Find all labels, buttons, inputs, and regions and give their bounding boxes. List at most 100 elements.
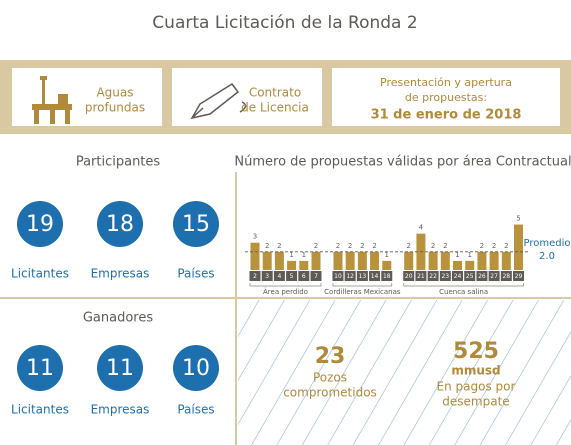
bar-label: 1 bbox=[455, 251, 459, 259]
bar bbox=[428, 251, 438, 270]
category-box bbox=[513, 271, 525, 281]
banner-text: de Licencia bbox=[241, 101, 309, 115]
category-box bbox=[249, 271, 261, 281]
stat-label: Licitantes bbox=[11, 403, 69, 417]
category-label: 25 bbox=[466, 273, 474, 280]
banner-text: Contrato bbox=[249, 86, 301, 100]
bar bbox=[440, 251, 450, 270]
stat-value: 18 bbox=[106, 212, 134, 237]
bar-label: 2 bbox=[372, 242, 376, 250]
category-label: 4 bbox=[277, 273, 281, 280]
stat-value: 10 bbox=[182, 356, 210, 381]
category-label: 13 bbox=[359, 273, 367, 280]
stat-circle bbox=[17, 345, 63, 391]
stat-circle bbox=[97, 345, 143, 391]
category-box bbox=[298, 271, 310, 281]
bar-label: 3 bbox=[253, 233, 257, 241]
category-box bbox=[464, 271, 476, 281]
result-unit: mmusd bbox=[451, 364, 500, 378]
average-label: Promedio bbox=[523, 238, 570, 249]
category-label: 2 bbox=[253, 273, 257, 280]
category-label: 28 bbox=[502, 273, 510, 280]
category-box bbox=[403, 271, 415, 281]
stat-value: 15 bbox=[182, 212, 210, 237]
bar-label: 2 bbox=[443, 242, 447, 250]
bar-label: 1 bbox=[467, 251, 471, 259]
category-box bbox=[286, 271, 298, 281]
category-label: 22 bbox=[429, 273, 437, 280]
category-box bbox=[310, 271, 322, 281]
bar bbox=[477, 251, 487, 270]
bar bbox=[262, 251, 272, 270]
bar-label: 2 bbox=[406, 242, 410, 250]
result-text: En pagos por bbox=[437, 380, 516, 394]
category-box bbox=[427, 271, 439, 281]
stat-value: 11 bbox=[106, 356, 134, 381]
bar bbox=[382, 260, 392, 270]
banner-text: de propuestas: bbox=[405, 91, 487, 104]
stat-circle bbox=[17, 201, 63, 247]
category-label: 14 bbox=[371, 273, 379, 280]
average-value: 2.0 bbox=[539, 251, 555, 262]
bar bbox=[311, 251, 321, 270]
stat-value: 11 bbox=[26, 356, 54, 381]
category-box bbox=[273, 271, 285, 281]
bar-label: 2 bbox=[336, 242, 340, 250]
category-box bbox=[356, 271, 368, 281]
bar-label: 5 bbox=[516, 215, 520, 223]
hatch-area bbox=[238, 300, 571, 445]
result-text: comprometidos bbox=[283, 386, 377, 400]
platform-icon bbox=[32, 76, 72, 124]
stat-circle bbox=[173, 201, 219, 247]
group-bracket bbox=[332, 283, 393, 287]
category-box bbox=[476, 271, 488, 281]
bar-label: 4 bbox=[419, 224, 424, 232]
group-label: Cordilleras Mexicanas bbox=[324, 288, 401, 296]
category-label: 23 bbox=[441, 273, 449, 280]
category-box bbox=[381, 271, 393, 281]
bar bbox=[345, 251, 355, 270]
category-label: 7 bbox=[314, 273, 318, 280]
bar bbox=[453, 260, 463, 270]
bar bbox=[465, 260, 475, 270]
bar-label: 1 bbox=[385, 251, 389, 259]
bar bbox=[404, 251, 414, 270]
stat-label: Empresas bbox=[91, 267, 150, 281]
bar bbox=[357, 251, 367, 270]
category-label: 24 bbox=[454, 273, 462, 280]
bar-label: 2 bbox=[314, 242, 318, 250]
bar-label: 2 bbox=[277, 242, 281, 250]
bar-label: 2 bbox=[504, 242, 508, 250]
banner-text: Aguas bbox=[96, 86, 133, 100]
result-text: Pozos bbox=[313, 371, 347, 385]
stat-circle bbox=[97, 201, 143, 247]
category-box bbox=[439, 271, 451, 281]
bar-label: 2 bbox=[480, 242, 484, 250]
stat-label: Países bbox=[177, 267, 214, 281]
bar bbox=[274, 251, 284, 270]
category-label: 3 bbox=[265, 273, 269, 280]
banner-box bbox=[332, 68, 560, 126]
category-label: 5 bbox=[290, 273, 294, 280]
stat-label: Países bbox=[177, 403, 214, 417]
category-label: 21 bbox=[417, 273, 425, 280]
bar bbox=[299, 260, 309, 270]
bar-label: 1 bbox=[289, 251, 293, 259]
category-label: 26 bbox=[478, 273, 486, 280]
category-box bbox=[332, 271, 344, 281]
group-label: Área perdido bbox=[263, 287, 308, 296]
stat-value: 19 bbox=[26, 212, 54, 237]
chart-title: Número de propuestas válidas por área Co… bbox=[234, 155, 571, 170]
category-box bbox=[344, 271, 356, 281]
category-box bbox=[261, 271, 273, 281]
bar bbox=[489, 251, 499, 270]
bar bbox=[370, 251, 380, 270]
group-label: Cuenca salina bbox=[439, 288, 488, 296]
result-value: 23 bbox=[315, 344, 346, 369]
title: Cuarta Licitación de la Ronda 2 bbox=[152, 13, 417, 33]
section-title: Participantes bbox=[76, 155, 161, 170]
bar-label: 2 bbox=[360, 242, 364, 250]
result-value: 525 bbox=[453, 339, 499, 364]
bar-label: 1 bbox=[302, 251, 306, 259]
